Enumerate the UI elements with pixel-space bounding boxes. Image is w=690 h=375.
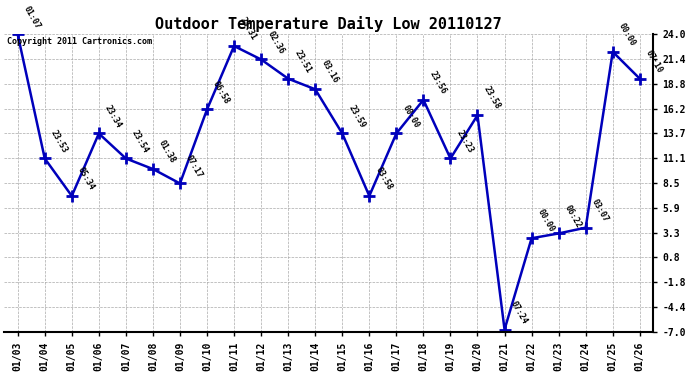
Text: 03:58: 03:58 [373, 166, 394, 192]
Text: 07:24: 07:24 [509, 299, 529, 326]
Text: 05:34: 05:34 [76, 166, 96, 192]
Text: 23:53: 23:53 [49, 128, 69, 154]
Text: 00:00: 00:00 [617, 21, 637, 48]
Text: Copyright 2011 Cartronics.com: Copyright 2011 Cartronics.com [8, 38, 152, 46]
Text: 07:10: 07:10 [644, 48, 664, 75]
Text: 23:23: 23:23 [455, 128, 475, 154]
Text: 23:59: 23:59 [346, 103, 366, 129]
Text: 07:17: 07:17 [184, 153, 204, 179]
Text: 02:36: 02:36 [265, 29, 286, 55]
Text: 00:00: 00:00 [400, 103, 421, 129]
Text: 23:51: 23:51 [293, 48, 313, 75]
Title: Outdoor Temperature Daily Low 20110127: Outdoor Temperature Daily Low 20110127 [155, 16, 502, 32]
Text: 00:00: 00:00 [535, 208, 556, 234]
Text: 03:07: 03:07 [590, 197, 610, 223]
Text: 06:58: 06:58 [211, 79, 231, 105]
Text: 23:34: 23:34 [103, 103, 124, 129]
Text: 23:31: 23:31 [238, 16, 259, 42]
Text: 23:56: 23:56 [428, 69, 448, 96]
Text: 01:07: 01:07 [22, 4, 42, 30]
Text: 23:54: 23:54 [130, 128, 150, 154]
Text: 23:58: 23:58 [482, 85, 502, 111]
Text: 01:38: 01:38 [157, 139, 177, 165]
Text: 06:22: 06:22 [563, 203, 583, 229]
Text: 03:16: 03:16 [319, 59, 339, 85]
